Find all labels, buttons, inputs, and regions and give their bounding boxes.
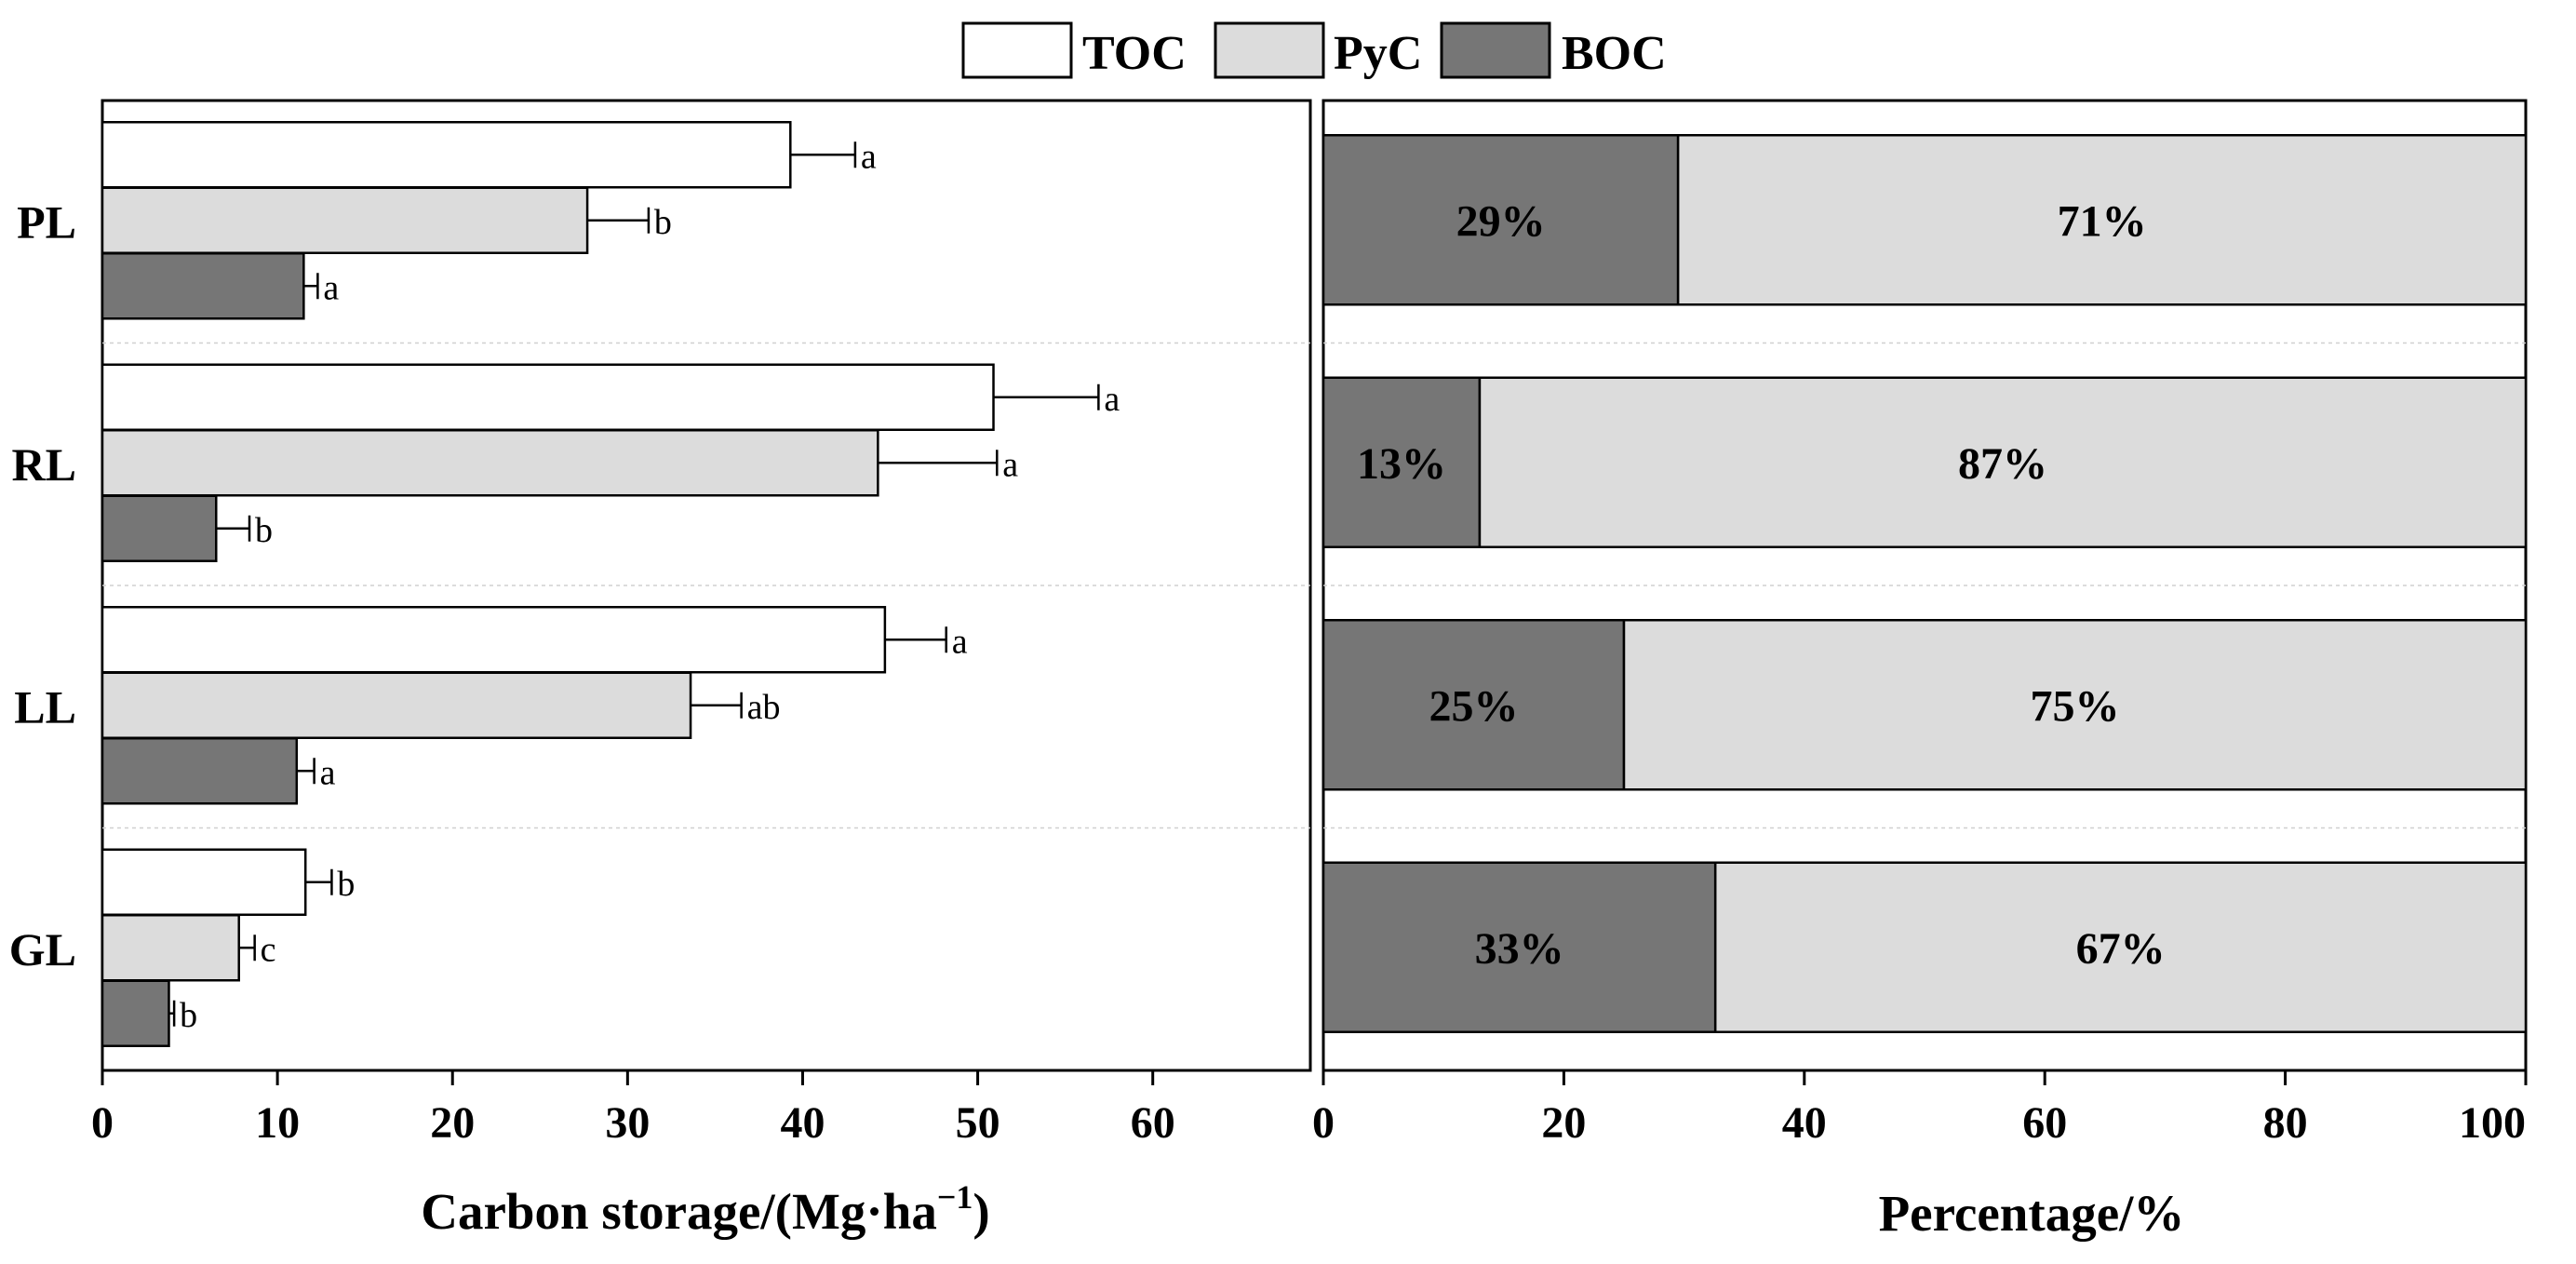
percent-label-boc-ll: 25% [1429,681,1519,731]
left-x-tick-label: 50 [956,1098,1000,1148]
significance-letter-boc-rl: b [255,511,273,550]
bar-boc-pl [101,252,305,320]
bar-toc-gl [101,848,307,916]
bar-pyc-rl [101,429,879,497]
legend-swatch-pyc [1214,21,1325,79]
significance-letter-toc-gl: b [337,865,355,904]
significance-letter-boc-gl: b [180,996,197,1035]
right-x-axis-label: Percentage/% [1879,1185,2185,1242]
stacked-bar-boc-rl [1322,376,1482,548]
percent-label-boc-pl: 29% [1456,196,1546,246]
percent-label-boc-gl: 33% [1475,924,1564,974]
left-x-axis-label: Carbon storage/(Mg·ha−1) [421,1178,989,1240]
legend: TOC PyC BOC [961,21,1667,80]
right-x-tick-label: 100 [2459,1098,2526,1148]
bar-toc-ll [101,606,887,674]
stacked-bar-boc-ll [1322,619,1626,791]
significance-letter-boc-ll: a [320,753,336,792]
right-x-tick-label: 40 [1782,1098,1827,1148]
left-x-tick-label: 40 [780,1098,825,1148]
stacked-bar-pyc-rl [1478,376,2528,548]
stacked-bar-pyc-pl [1676,134,2528,306]
left-category-label-pl: PL [17,195,76,248]
left-x-tick-label: 20 [430,1098,475,1148]
percent-label-pyc-rl: 87% [1958,439,2047,489]
right-x-tick-label: 20 [1541,1098,1586,1148]
legend-swatch-boc [1440,21,1551,79]
significance-letter-boc-pl: a [323,268,339,307]
left-category-label-gl: GL [9,923,76,975]
bar-toc-rl [101,363,995,431]
left-x-tick-label: 0 [91,1098,114,1148]
left-x-tick-label: 10 [255,1098,300,1148]
stacked-bar-pyc-gl [1713,861,2528,1033]
stacked-bar-boc-pl [1322,134,1680,306]
left-x-tick-label: 60 [1131,1098,1175,1148]
bar-boc-gl [101,979,170,1047]
left-category-label-rl: RL [12,438,76,491]
percent-label-pyc-ll: 75% [2031,681,2120,731]
right-panel-percentage: 29% 71% 13% 87% 25% 75% 33% 67% 0 20 40 60 80 100 [1312,99,2528,1148]
legend-swatch-toc [961,21,1073,79]
significance-letter-pyc-rl: a [1002,445,1018,484]
percent-label-pyc-gl: 67% [2076,924,2166,974]
stacked-bar-pyc-ll [1622,619,2528,791]
significance-letter-pyc-ll: ab [747,688,781,727]
significance-letter-pyc-pl: b [654,203,672,242]
bar-boc-ll [101,737,299,805]
significance-letter-toc-ll: a [952,622,968,661]
bar-pyc-ll [101,671,692,739]
bar-boc-rl [101,494,218,562]
legend-label-toc: TOC [1082,27,1187,80]
left-category-label-ll: LL [14,680,76,733]
bar-toc-pl [101,121,792,189]
percent-label-pyc-pl: 71% [2058,196,2147,246]
right-x-tick-label: 80 [2263,1098,2308,1148]
right-x-tick-label: 0 [1312,1098,1335,1148]
significance-letter-toc-pl: a [861,137,877,176]
bar-pyc-gl [101,914,240,982]
bar-pyc-pl [101,186,589,254]
right-x-tick-label: 60 [2022,1098,2067,1148]
legend-label-boc: BOC [1562,27,1667,80]
significance-letter-toc-rl: a [1104,380,1120,419]
left-x-tick-label: 30 [605,1098,650,1148]
legend-label-pyc: PyC [1334,27,1422,80]
percent-label-boc-rl: 13% [1357,439,1446,489]
significance-letter-pyc-gl: c [261,930,276,969]
